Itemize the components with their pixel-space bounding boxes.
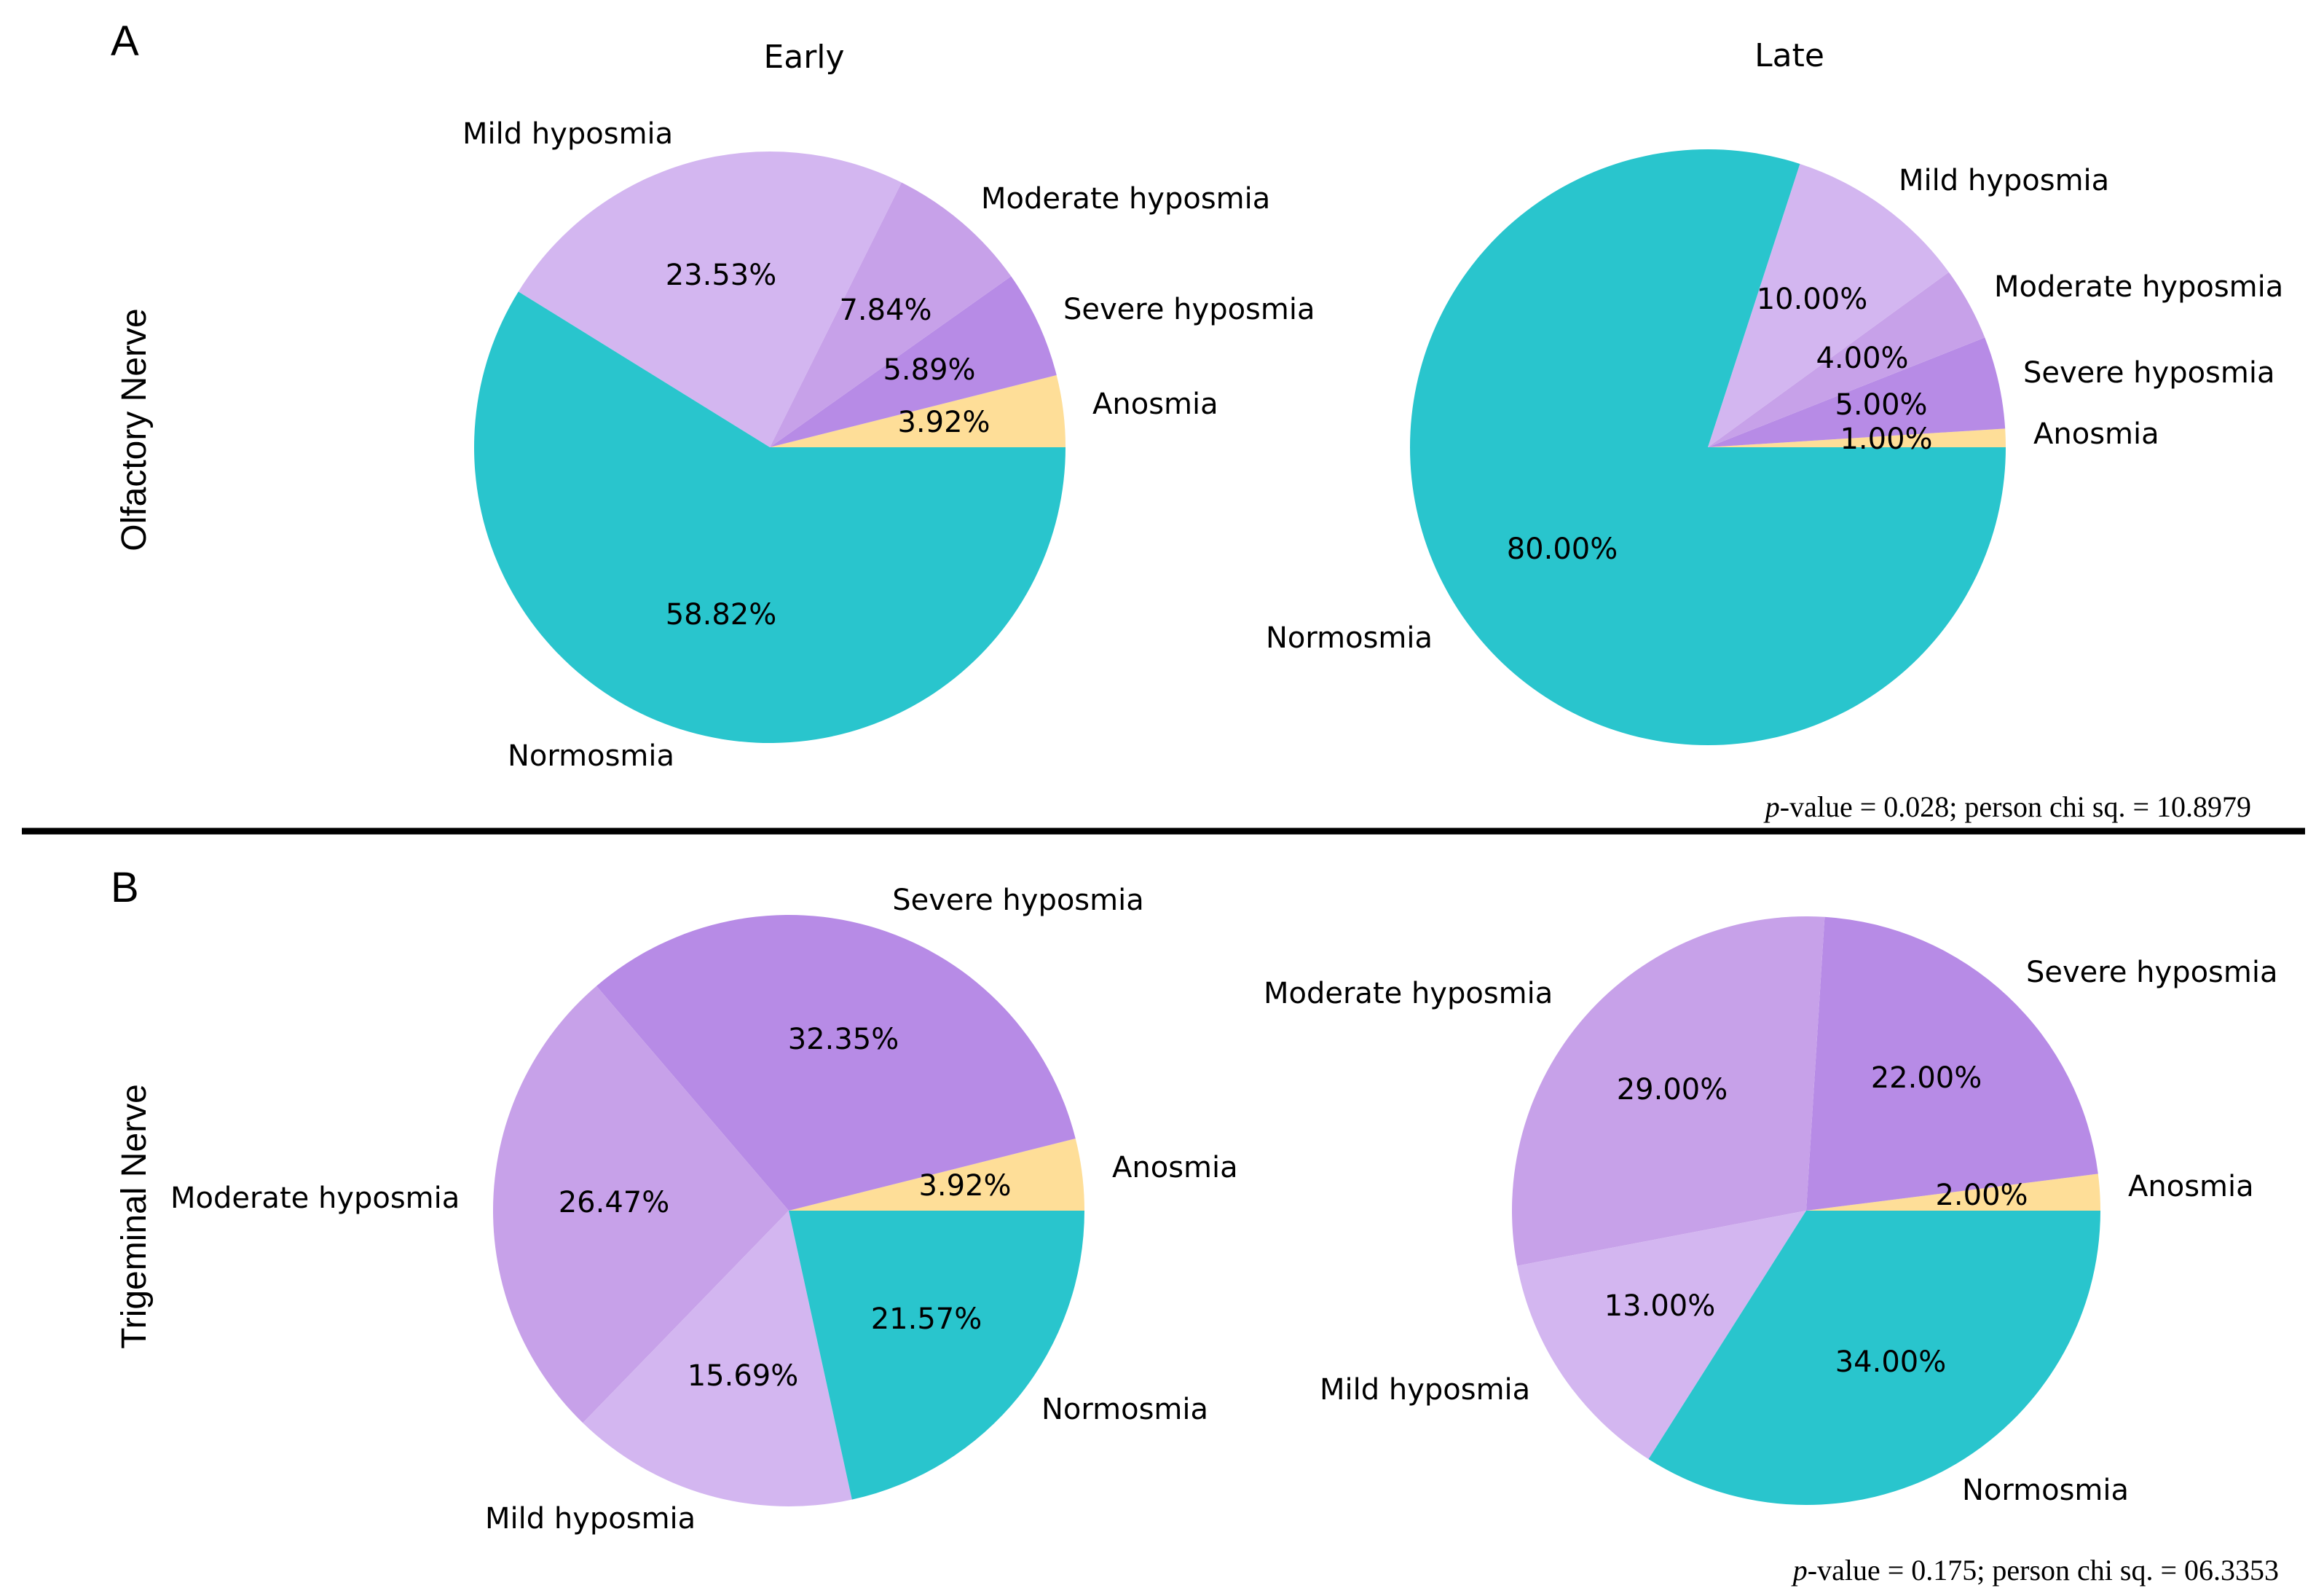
slice-label-mild-hyposmia: Mild hyposmia (1899, 164, 2109, 197)
slice-percent-severe-hyposmia: 5.00% (1835, 388, 1927, 422)
slice-percent-normosmia: 80.00% (1507, 532, 1618, 566)
pie-chart-2: 80.00% Normosmia 10.00% Mild hyposmia 4.00% M… (1266, 149, 2283, 745)
slice-label-normosmia: Normosmia (508, 739, 674, 773)
pie-chart-1: 58.82% Normosmia 23.53% Mild hyposmia 7.84% M… (462, 117, 1315, 773)
slice-label-anosmia: Anosmia (1112, 1151, 1238, 1184)
slice-percent-severe-hyposmia: 5.89% (883, 353, 975, 387)
slice-label-moderate-hyposmia: Moderate hyposmia (981, 182, 1270, 216)
slice-percent-anosmia: 1.00% (1840, 422, 1932, 456)
pie-title-late: Late (1754, 37, 1824, 74)
slice-percent-anosmia: 3.92% (897, 406, 990, 439)
pie-slice-anosmia (1806, 1174, 2100, 1211)
panel-letter-a: A (111, 17, 139, 65)
slice-label-mild-hyposmia: Mild hyposmia (485, 1502, 696, 1536)
pie-slice-mild-hyposmia (518, 152, 902, 447)
pie-slice-anosmia (770, 375, 1066, 447)
slice-percent-mild-hyposmia: 23.53% (666, 259, 777, 292)
slice-percent-severe-hyposmia: 32.35% (788, 1023, 899, 1056)
p-italic: p (1765, 790, 1780, 823)
slice-label-moderate-hyposmia: Moderate hyposmia (1994, 270, 2283, 304)
pie-title-early: Early (763, 39, 844, 76)
slice-label-anosmia: Anosmia (2033, 417, 2159, 451)
pie-chart-3: 21.57% Normosmia 15.69% Mild hyposmia 26.47%… (170, 884, 1238, 1536)
slice-percent-moderate-hyposmia: 29.00% (1617, 1073, 1728, 1106)
row-label-olfactory: Olfactory Nerve (115, 308, 154, 551)
stat-value: -value = 0.028; person chi sq. = 10.8979 (1779, 790, 2251, 823)
panel-letter-b: B (111, 864, 139, 911)
slice-percent-mild-hyposmia: 15.69% (688, 1359, 799, 1393)
pie-slice-severe-hyposmia (596, 915, 1076, 1211)
stat-text-b: p-value = 0.175; person chi sq. = 06.335… (1793, 1553, 2279, 1587)
slice-label-anosmia: Anosmia (1092, 388, 1218, 421)
slice-percent-moderate-hyposmia: 4.00% (1816, 342, 1908, 375)
pie-slice-normosmia (789, 1211, 1084, 1500)
pie-slice-moderate-hyposmia (1512, 916, 1825, 1266)
slice-percent-normosmia: 58.82% (666, 598, 777, 632)
pie-chart-4: 34.00% Normosmia 13.00% Mild hyposmia 29.00%… (1264, 916, 2278, 1507)
pie-charts: 58.82% Normosmia 23.53% Mild hyposmia 7.84% M… (170, 117, 2283, 1536)
stat-text-a: p-value = 0.028; person chi sq. = 10.897… (1765, 790, 2251, 824)
slice-label-normosmia: Normosmia (1962, 1474, 2129, 1507)
pie-slice-mild-hyposmia (1708, 164, 1949, 447)
pie-slice-moderate-hyposmia (493, 986, 789, 1423)
slice-label-mild-hyposmia: Mild hyposmia (462, 117, 673, 151)
slice-label-mild-hyposmia: Mild hyposmia (1320, 1373, 1530, 1407)
pie-slice-severe-hyposmia (1806, 916, 2098, 1211)
slice-percent-normosmia: 21.57% (871, 1302, 982, 1336)
pie-slice-mild-hyposmia (583, 1211, 852, 1506)
slice-label-moderate-hyposmia: Moderate hyposmia (1264, 977, 1553, 1010)
slice-percent-normosmia: 34.00% (1835, 1345, 1947, 1379)
pie-slice-severe-hyposmia (1708, 337, 2006, 447)
pie-slice-mild-hyposmia (1517, 1211, 1806, 1460)
slice-percent-anosmia: 3.92% (918, 1169, 1011, 1203)
slice-percent-anosmia: 2.00% (1935, 1179, 2028, 1212)
pie-slice-moderate-hyposmia (1708, 272, 1985, 447)
pie-slice-anosmia (789, 1139, 1084, 1211)
slice-label-anosmia: Anosmia (2128, 1170, 2254, 1203)
slice-label-severe-hyposmia: Severe hyposmia (2026, 956, 2278, 989)
slice-label-moderate-hyposmia: Moderate hyposmia (170, 1182, 460, 1215)
slice-label-severe-hyposmia: Severe hyposmia (892, 884, 1144, 917)
slice-percent-mild-hyposmia: 13.00% (1604, 1289, 1716, 1323)
slice-percent-mild-hyposmia: 10.00% (1757, 283, 1868, 316)
pie-slice-moderate-hyposmia (770, 182, 1012, 447)
slice-label-normosmia: Normosmia (1041, 1393, 1208, 1426)
pie-slice-anosmia (1708, 428, 2006, 447)
slice-label-severe-hyposmia: Severe hyposmia (2023, 356, 2275, 390)
slice-percent-moderate-hyposmia: 26.47% (559, 1186, 670, 1219)
pie-slice-normosmia (1648, 1211, 2100, 1506)
slice-label-normosmia: Normosmia (1266, 621, 1433, 655)
p-italic: p (1792, 1554, 1808, 1587)
pie-slice-normosmia (474, 291, 1066, 744)
slice-label-severe-hyposmia: Severe hyposmia (1063, 293, 1315, 326)
pie-slice-normosmia (1410, 149, 2006, 745)
slice-percent-severe-hyposmia: 22.00% (1871, 1061, 1982, 1095)
row-label-trigeminal: Trigeminal Nerve (115, 1084, 154, 1349)
slice-percent-moderate-hyposmia: 7.84% (839, 294, 931, 327)
pie-slice-severe-hyposmia (770, 276, 1057, 447)
stat-value: -value = 0.175; person chi sq. = 06.3353 (1807, 1554, 2279, 1587)
